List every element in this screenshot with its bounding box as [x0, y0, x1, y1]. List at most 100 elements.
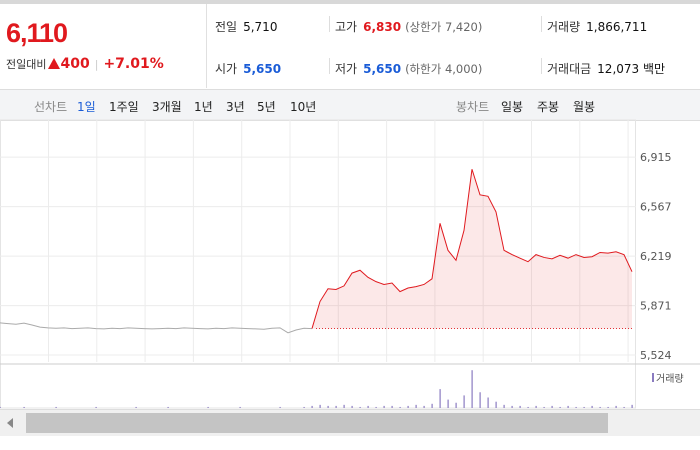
- volume-bar: [503, 404, 505, 408]
- volume-bar: [535, 405, 537, 408]
- tab[interactable]: 1주일: [109, 100, 139, 114]
- stat: 거래대금 12,073 백만: [547, 60, 665, 77]
- area: [312, 169, 632, 329]
- scroll-thumb[interactable]: [26, 413, 608, 433]
- volume-bar: [279, 406, 281, 408]
- volume-bar: [543, 406, 545, 408]
- toolbar: 선차트 1일 1주일 3개월 1년 3년 5년 10년 봉차트 일봉 주봉 월봉: [0, 89, 700, 121]
- volume-bar: [303, 406, 305, 408]
- volume-bar: [559, 406, 561, 408]
- volume-bar: [487, 397, 489, 408]
- volume-bar: [447, 399, 449, 408]
- price: 6,110: [6, 18, 68, 48]
- scrollbar[interactable]: [0, 409, 700, 436]
- stats-row: 시가 5,650 저가 5,650 (하한가 4,000) 거래대금 12,073 백만: [207, 46, 700, 88]
- volume-bar: [391, 405, 393, 408]
- stat-label: 거래량: [547, 20, 581, 34]
- tab[interactable]: 3개월: [152, 100, 182, 114]
- volume-bar: [455, 402, 457, 408]
- change-rate: +7.01%: [103, 56, 164, 72]
- volume-bar: [519, 405, 521, 408]
- volume-bar: [95, 406, 97, 408]
- stat: 전일 5,710: [215, 18, 277, 35]
- y-tick-label: 5,524: [640, 349, 672, 362]
- stat-value: 1,866,711: [586, 20, 648, 34]
- volume-bar: [239, 406, 241, 408]
- volume-bar: [423, 405, 425, 408]
- up-icon: [48, 58, 61, 69]
- tab[interactable]: 10년: [290, 100, 317, 114]
- y-tick-label: 5,871: [640, 300, 672, 313]
- tab[interactable]: 월봉: [573, 100, 596, 114]
- volume-bar: [511, 405, 513, 408]
- tab[interactable]: 주봉: [537, 100, 560, 114]
- stats-row: 전일 5,710 고가 6,830 (상한가 7,420) 거래량 1,866,711: [207, 4, 700, 46]
- volume-bar: [631, 404, 633, 408]
- quote: 6,110 전일대비 400 | +7.01%: [0, 4, 207, 88]
- price-line: [311, 169, 633, 329]
- volume-bar: [471, 370, 473, 408]
- stat-value: 6,830: [363, 20, 402, 34]
- stat-value: 5,650: [243, 62, 282, 76]
- volume-bar: [439, 389, 441, 408]
- change: 400: [60, 56, 90, 72]
- stat: 시가 5,650: [215, 60, 281, 77]
- stat-label: 시가: [215, 62, 238, 76]
- stat-value: 5,650: [363, 62, 402, 76]
- stats: 전일 5,710 고가 6,830 (상한가 7,420) 거래량 1,866,711 시가 5…: [207, 4, 700, 88]
- stat-note: (상한가 7,420): [405, 20, 483, 34]
- scroll-left[interactable]: [0, 410, 20, 436]
- volume-bar: [623, 406, 625, 408]
- stat: 고가 6,830 (상한가 7,420): [335, 18, 482, 35]
- volume-bar: [319, 404, 321, 408]
- volume-bar: [575, 406, 577, 408]
- volume-bar: [583, 406, 585, 408]
- volume-bar: [407, 405, 409, 408]
- volume-bar: [599, 406, 601, 408]
- volume-legend: 거래량: [656, 373, 684, 385]
- volume-bar: [399, 406, 401, 408]
- volume-bar: [551, 405, 553, 408]
- y-tick-label: 6,915: [640, 151, 672, 164]
- volume-bar: [207, 406, 209, 408]
- separator: [541, 58, 542, 74]
- volume-bar: [343, 404, 345, 408]
- volume-bar: [415, 404, 417, 408]
- volume-bar: [327, 405, 329, 408]
- change-label: 전일대비: [6, 58, 47, 71]
- volume-bar: [359, 406, 361, 408]
- volume-bar: [479, 392, 481, 408]
- price-line: [0, 322, 313, 334]
- plot-border: [0, 119, 636, 409]
- top-bar: [0, 0, 700, 4]
- tab[interactable]: 1일: [77, 100, 96, 114]
- tab[interactable]: 1년: [194, 100, 213, 114]
- volume-bar: [367, 405, 369, 408]
- volume-bar: [351, 405, 353, 408]
- tab[interactable]: 3년: [226, 100, 245, 114]
- stat-label: 저가: [335, 62, 358, 76]
- stat-label: 거래대금: [547, 62, 592, 76]
- volume-bar: [463, 395, 465, 408]
- separator: [541, 16, 542, 32]
- volume-bar: [335, 405, 337, 408]
- volume-bar: [591, 405, 593, 408]
- change: 전일대비 400 | +7.01%: [6, 56, 164, 72]
- volume-bar: [607, 406, 609, 408]
- tab[interactable]: 일봉: [501, 100, 524, 114]
- volume-bar: [167, 406, 169, 408]
- tab[interactable]: 5년: [257, 100, 276, 114]
- stat: 저가 5,650 (하한가 4,000): [335, 60, 482, 77]
- volume-legend-swatch: [652, 373, 654, 382]
- volume-bar: [615, 405, 617, 408]
- separator: [329, 58, 330, 74]
- volume-bar: [495, 401, 497, 408]
- stat-value: 5,710: [243, 20, 278, 34]
- volume-bar: [23, 406, 25, 408]
- toolbar-label: 선차트: [34, 100, 68, 114]
- toolbar-label: 봉차트: [456, 100, 490, 114]
- volume-bar: [135, 406, 137, 408]
- y-tick-label: 6,219: [640, 250, 672, 263]
- volume-bar: [311, 405, 313, 408]
